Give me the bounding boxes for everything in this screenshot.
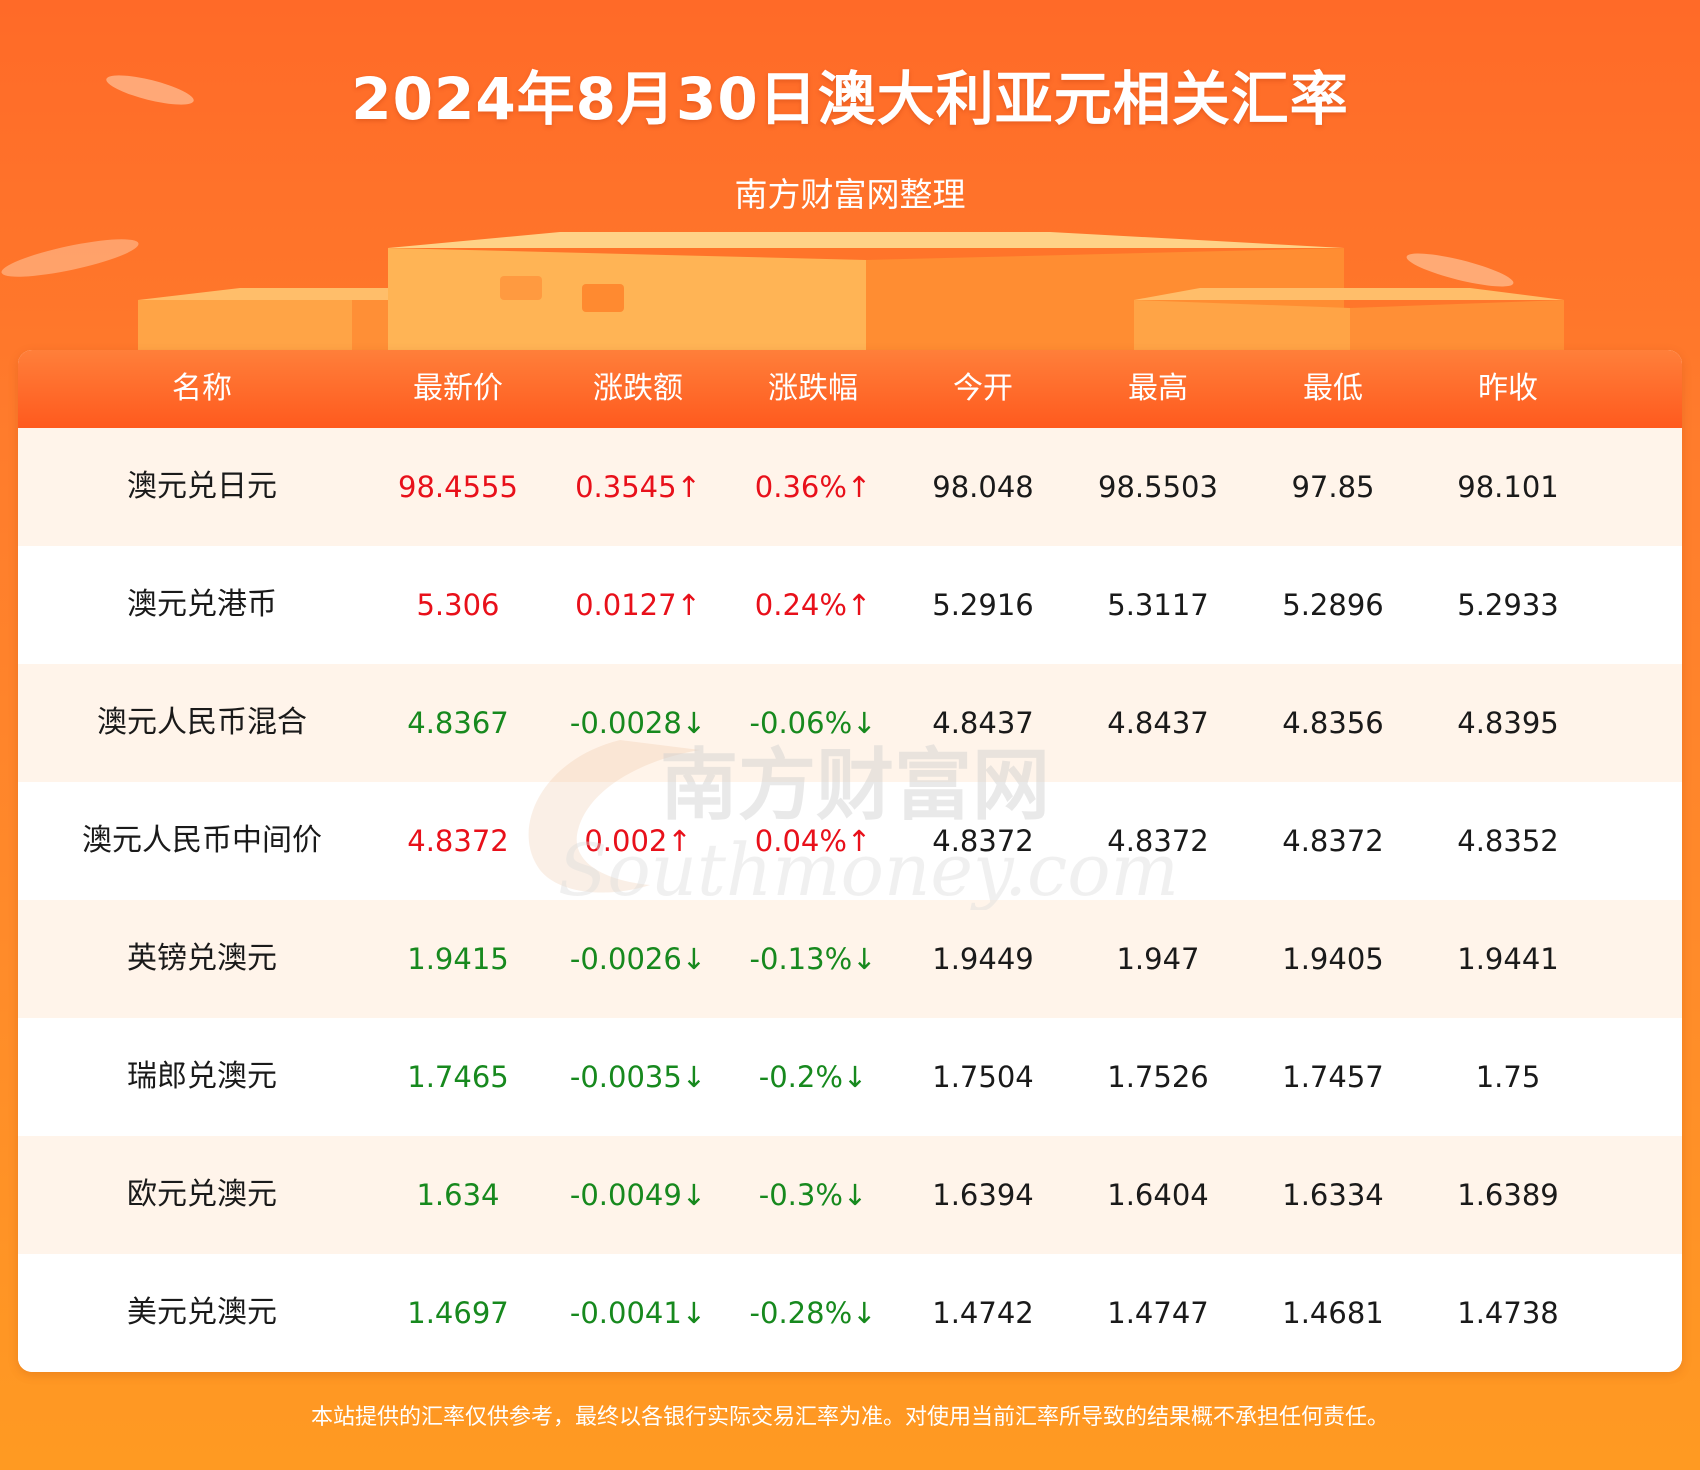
cell-open: 1.4742: [932, 1296, 1034, 1330]
cell-latest: 1.634: [416, 1178, 500, 1212]
cell-name: 美元兑澳元: [127, 1295, 277, 1330]
cell-high: 1.947: [1116, 942, 1200, 976]
footer-disclaimer: 本站提供的汇率仅供参考，最终以各银行实际交易汇率为准。对使用当前汇率所导致的结果…: [310, 1405, 1389, 1430]
cell-pct: -0.3%↓: [758, 1178, 868, 1212]
col-header-change: 涨跌额: [593, 371, 683, 406]
cell-name: 欧元兑澳元: [127, 1177, 277, 1212]
cell-change: -0.0035↓: [569, 1060, 707, 1094]
cell-latest: 4.8367: [407, 706, 509, 740]
cell-low: 4.8356: [1282, 706, 1384, 740]
cell-name: 英镑兑澳元: [127, 941, 277, 976]
cell-open: 1.7504: [932, 1060, 1034, 1094]
cell-low: 4.8372: [1282, 824, 1384, 858]
cell-name: 澳元人民币混合: [97, 705, 307, 740]
cell-prev: 4.8352: [1457, 824, 1559, 858]
col-header-open: 今开: [953, 371, 1013, 406]
col-header-latest: 最新价: [413, 371, 503, 406]
cell-open: 1.9449: [932, 942, 1034, 976]
table-row: 美元兑澳元 1.4697 -0.0041↓ -0.28%↓ 1.4742 1.4747 1.…: [18, 1254, 1682, 1372]
rates-table: 名称 最新价 涨跌额 涨跌幅 今开 最高 最低 昨收 澳元兑日元 98.4555 0…: [18, 350, 1682, 1372]
cell-prev: 1.4738: [1457, 1296, 1559, 1330]
cell-name: 澳元人民币中间价: [82, 823, 322, 858]
table-row: 澳元人民币混合 4.8367 -0.0028↓ -0.06%↓ 4.8437 4.8437…: [18, 664, 1682, 782]
cell-latest: 1.9415: [407, 942, 509, 976]
cell-change: 0.3545↑: [575, 470, 701, 504]
cell-prev: 5.2933: [1457, 588, 1559, 622]
cell-pct: -0.2%↓: [758, 1060, 868, 1094]
cell-open: 5.2916: [932, 588, 1034, 622]
cell-prev: 4.8395: [1457, 706, 1559, 740]
cell-change: -0.0026↓: [569, 942, 707, 976]
cell-prev: 1.75: [1475, 1060, 1541, 1094]
cell-name: 澳元兑港币: [127, 587, 277, 622]
cell-low: 5.2896: [1282, 588, 1384, 622]
col-header-low: 最低: [1303, 371, 1363, 406]
cell-name: 澳元兑日元: [127, 469, 277, 504]
cell-prev: 1.9441: [1457, 942, 1559, 976]
cell-latest: 1.4697: [407, 1296, 509, 1330]
cell-pct: 0.36%↑: [754, 470, 872, 504]
cell-high: 1.4747: [1107, 1296, 1209, 1330]
cell-open: 4.8372: [932, 824, 1034, 858]
col-header-name: 名称: [172, 371, 232, 406]
cell-high: 98.5503: [1098, 470, 1218, 504]
cell-change: -0.0049↓: [569, 1178, 707, 1212]
page-title: 2024年8月30日澳大利亚元相关汇率: [351, 65, 1349, 133]
table-row: 瑞郎兑澳元 1.7465 -0.0035↓ -0.2%↓ 1.7504 1.7526 1.7…: [18, 1018, 1682, 1136]
cell-change: 0.002↑: [584, 824, 692, 858]
cell-low: 1.6334: [1282, 1178, 1384, 1212]
table-row: 欧元兑澳元 1.634 -0.0049↓ -0.3%↓ 1.6394 1.6404 1.63…: [18, 1136, 1682, 1254]
header-decoration: [1, 75, 1564, 360]
table-row: 澳元人民币中间价 4.8372 0.002↑ 0.04%↑ 4.8372 4.8372 4.…: [18, 782, 1682, 900]
table-header: 名称 最新价 涨跌额 涨跌幅 今开 最高 最低 昨收: [18, 350, 1682, 428]
cell-pct: 0.04%↑: [754, 824, 872, 858]
cell-latest: 5.306: [416, 588, 500, 622]
cell-low: 97.85: [1291, 470, 1375, 504]
cell-change: -0.0041↓: [569, 1296, 707, 1330]
cell-change: 0.0127↑: [575, 588, 701, 622]
table-row: 澳元兑日元 98.4555 0.3545↑ 0.36%↑ 98.048 98.5503 97…: [18, 428, 1682, 546]
page-subtitle: 南方财富网整理: [734, 175, 966, 214]
cell-change: -0.0028↓: [569, 706, 707, 740]
cell-high: 4.8372: [1107, 824, 1209, 858]
cell-low: 1.9405: [1282, 942, 1384, 976]
cell-name: 瑞郎兑澳元: [127, 1059, 277, 1094]
cell-open: 1.6394: [932, 1178, 1034, 1212]
cell-pct: -0.06%↓: [749, 706, 877, 740]
table-row: 澳元兑港币 5.306 0.0127↑ 0.24%↑ 5.2916 5.3117 5.289…: [18, 546, 1682, 664]
table-row: 英镑兑澳元 1.9415 -0.0026↓ -0.13%↓ 1.9449 1.947 1.9…: [18, 900, 1682, 1018]
cell-pct: -0.13%↓: [749, 942, 877, 976]
cell-high: 1.7526: [1107, 1060, 1209, 1094]
cell-high: 4.8437: [1107, 706, 1209, 740]
cell-high: 1.6404: [1107, 1178, 1209, 1212]
cell-high: 5.3117: [1107, 588, 1209, 622]
cell-pct: -0.28%↓: [749, 1296, 877, 1330]
cell-open: 4.8437: [932, 706, 1034, 740]
cell-latest: 1.7465: [407, 1060, 509, 1094]
cell-open: 98.048: [932, 470, 1034, 504]
cell-prev: 98.101: [1457, 470, 1559, 504]
col-header-high: 最高: [1128, 371, 1188, 406]
cell-prev: 1.6389: [1457, 1178, 1559, 1212]
cell-pct: 0.24%↑: [754, 588, 872, 622]
cell-latest: 4.8372: [407, 824, 509, 858]
col-header-prev: 昨收: [1478, 371, 1538, 406]
col-header-pct: 涨跌幅: [768, 371, 858, 406]
cell-low: 1.4681: [1282, 1296, 1384, 1330]
cell-latest: 98.4555: [398, 470, 518, 504]
cell-low: 1.7457: [1282, 1060, 1384, 1094]
